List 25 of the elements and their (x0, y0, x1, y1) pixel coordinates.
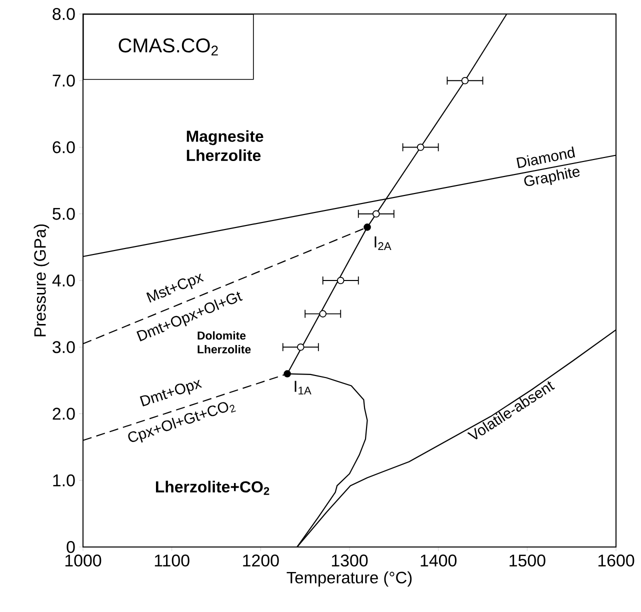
annotation: Lherzolite+CO$_{2}$ (156, 480, 270, 495)
y-tick-label: 7.0 (52, 74, 75, 87)
x-tick-label: 1200 (243, 554, 279, 567)
y-tick-label: 2.0 (52, 408, 75, 420)
x-axis-title: Temperature (°C) (286, 571, 412, 587)
x-tick-label: 1600 (598, 554, 634, 567)
x-tick-label: 1300 (332, 554, 368, 567)
annotation: I$_{1A}$ (294, 380, 312, 394)
y-tick-label: 3.0 (52, 341, 75, 354)
annotation: Magnesite Lherzolite (186, 130, 264, 162)
x-tick-label: 1000 (65, 554, 102, 567)
y-tick-label: 8.0 (52, 8, 75, 20)
y-tick-label: 4.0 (52, 274, 75, 286)
y-tick-label: 6.0 (52, 141, 75, 154)
annotation: Graphite (524, 168, 580, 186)
x-tick-label: 1100 (154, 554, 190, 567)
annotation: I$_{2A}$ (374, 236, 392, 250)
text: CMAS.CO$_{2}$ (118, 38, 218, 56)
y-tick-label: 1.0 (53, 474, 75, 486)
x-tick-label: 1400 (420, 554, 457, 567)
y-axis-title: Pressure (GPa) (34, 224, 50, 336)
x-tick-label: 1500 (510, 554, 546, 567)
y-tick-label: 0 (66, 541, 75, 553)
annotation: Diamond (516, 146, 576, 168)
y-tick-label: 5.0 (52, 208, 75, 220)
